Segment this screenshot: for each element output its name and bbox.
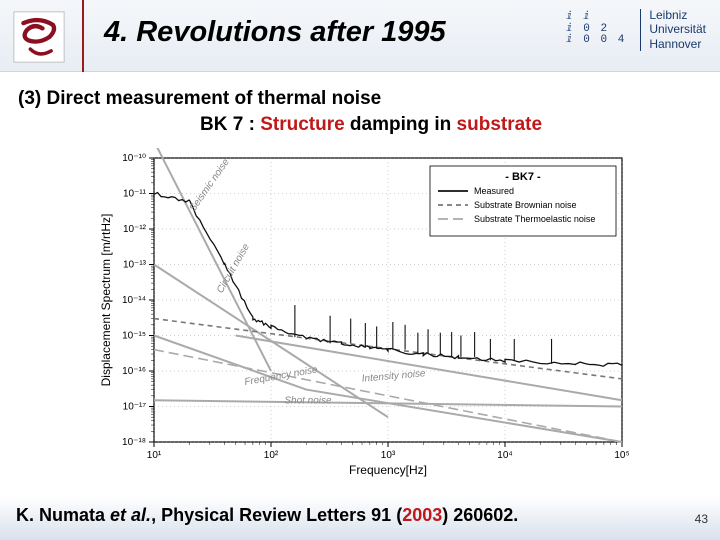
svg-text:Displacement Spectrum [m/rtHz]: Displacement Spectrum [m/rtHz]	[99, 214, 113, 387]
svg-text:10³: 10³	[381, 450, 396, 461]
leibniz-text: Leibniz Universität Hannover	[649, 8, 706, 51]
svg-text:10⁴: 10⁴	[497, 450, 512, 461]
svg-text:10⁻¹⁴: 10⁻¹⁴	[122, 295, 146, 306]
geo600-logo	[10, 8, 68, 66]
svg-text:- BK7 -: - BK7 -	[505, 171, 541, 183]
svg-text:10¹: 10¹	[147, 450, 162, 461]
svg-text:10⁻¹²: 10⁻¹²	[123, 224, 147, 235]
leibniz-divider	[640, 9, 641, 51]
svg-text:10⁻¹⁰: 10⁻¹⁰	[122, 153, 146, 164]
svg-text:10⁻¹⁸: 10⁻¹⁸	[122, 437, 146, 448]
svg-text:Shot noise: Shot noise	[284, 396, 332, 407]
svg-text:Substrate Brownian noise: Substrate Brownian noise	[474, 200, 577, 210]
header-divider	[82, 0, 84, 72]
svg-text:Substrate Thermoelastic noise: Substrate Thermoelastic noise	[474, 214, 595, 224]
slide-title: 4. Revolutions after 1995	[104, 16, 446, 49]
svg-text:10⁻¹⁵: 10⁻¹⁵	[122, 331, 146, 342]
displacement-spectrum-chart: 10¹ 10² 10³ 10⁴ 10⁵ 10⁻¹⁸ 10⁻¹⁷ 10⁻¹⁶ 10⁻¹⁵ 10⁻¹⁴…	[96, 148, 636, 478]
svg-text:10⁵: 10⁵	[614, 450, 629, 461]
subheading-line2: BK 7 : Structure damping in substrate	[200, 114, 542, 136]
svg-text:10²: 10²	[264, 450, 279, 461]
svg-text:10⁻¹⁶: 10⁻¹⁶	[122, 366, 146, 377]
slide-header: 4. Revolutions after 1995 ⅈ ⅈ ⅈ 0 2 ⅈ 0 …	[0, 0, 720, 72]
citation: K. Numata et al., Physical Review Letter…	[16, 505, 518, 526]
subheading-line1: (3) Direct measurement of thermal noise	[18, 88, 381, 110]
svg-text:10⁻¹³: 10⁻¹³	[123, 260, 147, 271]
svg-text:10⁻¹⁷: 10⁻¹⁷	[123, 402, 147, 413]
leibniz-logo: ⅈ ⅈ ⅈ 0 2 ⅈ 0 0 4 Leibniz Universität Ha…	[566, 8, 706, 51]
svg-text:10⁻¹¹: 10⁻¹¹	[123, 189, 147, 200]
svg-text:Frequency[Hz]: Frequency[Hz]	[349, 463, 427, 477]
svg-text:Measured: Measured	[474, 186, 514, 196]
leibniz-binary-icon: ⅈ ⅈ ⅈ 0 2 ⅈ 0 0 4	[566, 12, 626, 47]
page-number: 43	[695, 512, 708, 526]
